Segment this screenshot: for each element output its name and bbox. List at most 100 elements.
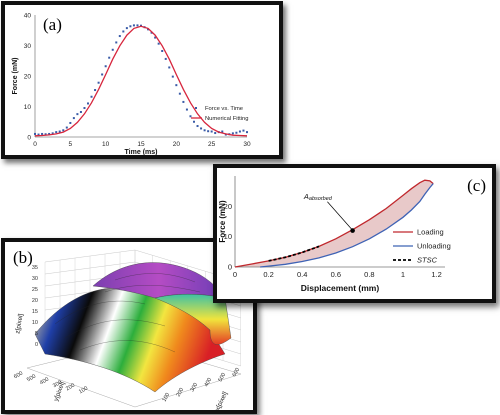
data-point — [132, 24, 135, 27]
z-tick-label: 30 — [32, 276, 38, 282]
data-point — [214, 132, 217, 135]
z-tick-label: 0 — [35, 342, 38, 348]
data-point — [58, 130, 61, 133]
x-tick-label: 300 — [190, 382, 200, 393]
data-point — [65, 126, 68, 129]
fit-line — [34, 25, 248, 137]
data-point — [48, 132, 51, 135]
z-axis-title: z[pixel] — [14, 313, 24, 334]
x-tick-label: 1 — [401, 270, 405, 279]
x-tick-label: 0.6 — [331, 270, 341, 279]
y-tick-label: 30 — [24, 43, 32, 50]
x-tick-label: 0 — [33, 141, 37, 148]
x-tick-label: 30 — [243, 141, 251, 148]
x-axis-title: Displacement (mm) — [301, 283, 380, 293]
data-point — [221, 130, 224, 133]
data-point — [200, 127, 203, 130]
y-axis-title: Force (mN) — [12, 58, 19, 95]
legend-marker-force — [195, 107, 197, 109]
stsc-curve — [268, 245, 320, 262]
data-point — [129, 25, 132, 28]
x-tick-label: 0.2 — [263, 270, 273, 279]
data-point — [97, 81, 100, 84]
data-point — [87, 102, 89, 105]
data-point — [94, 89, 97, 92]
data-point — [90, 95, 93, 98]
data-point — [108, 56, 111, 59]
data-point — [231, 132, 234, 135]
data-point — [101, 73, 104, 76]
x-tick-label: 10 — [102, 141, 110, 148]
x-tick-label: 500 — [218, 372, 228, 383]
y-tick-label: 20 — [24, 73, 32, 80]
x-tick-label: 25 — [208, 141, 216, 148]
data-point — [193, 120, 195, 123]
legend-label-unloading: Unloading — [417, 242, 451, 251]
data-point — [34, 132, 36, 135]
annotation-leader — [327, 201, 352, 230]
data-point — [154, 36, 157, 39]
data-point — [41, 132, 44, 135]
surface-mesh-lines — [54, 273, 201, 353]
y-tick-label: 10 — [24, 104, 32, 111]
y-tick-label: 10 — [224, 232, 232, 241]
y-tick-label: 100 — [78, 386, 89, 396]
data-point — [72, 117, 75, 120]
y-tick-label: 500 — [26, 374, 37, 384]
data-point — [207, 130, 210, 133]
data-point — [203, 129, 206, 132]
surface-right-face — [154, 294, 232, 345]
data-point — [189, 115, 192, 118]
y-tick-label: 40 — [24, 12, 32, 19]
data-point — [182, 100, 185, 103]
y-axis-title: Force (mN) — [218, 200, 227, 243]
y-tick-label: 400 — [39, 377, 50, 387]
data-point — [210, 130, 213, 133]
legend-label-loading: Loading — [417, 228, 444, 237]
x-tick-label: 15 — [137, 141, 145, 148]
unloading-curve — [260, 183, 434, 268]
y-tick-label: 200 — [65, 383, 76, 393]
x-tick-label: 0.8 — [364, 270, 374, 279]
y-tick-label: 0 — [228, 263, 232, 272]
annotation-label: Aabsorbed — [303, 192, 333, 202]
data-point — [246, 131, 248, 134]
z-tick-label: 15 — [32, 309, 38, 315]
x-tick-label: 5 — [69, 141, 73, 148]
z-tick-label: 20 — [32, 298, 38, 304]
data-point — [150, 31, 153, 34]
data-point — [62, 129, 65, 132]
data-point — [196, 125, 199, 128]
data-point — [168, 66, 171, 69]
data-point — [178, 92, 181, 95]
x-tick-label: 100 — [162, 392, 172, 403]
y-tick-label: 300 — [52, 380, 63, 390]
chart-c-force-vs-displacement: 0 0.2 0.4 0.6 0.8 1 1.2 0 10 20 Displacement (mm) F… — [218, 176, 451, 293]
loading-curve — [234, 179, 434, 268]
legend-label-force: Force vs. Time — [205, 106, 243, 112]
y-tick-label: 0 — [27, 134, 31, 141]
data-point — [185, 108, 188, 111]
x-tick-label: 0 — [233, 270, 237, 279]
data-point — [147, 28, 150, 31]
x-tick-label: 200 — [176, 387, 186, 398]
data-point — [44, 133, 47, 136]
legend-label-stsc: STSC — [417, 256, 438, 265]
data-point — [157, 42, 160, 45]
data-point — [161, 49, 164, 52]
data-point — [115, 41, 118, 44]
panel-c-label: (c) — [467, 176, 486, 195]
annotation-point — [350, 228, 355, 233]
panel-a-label: (a) — [43, 15, 62, 34]
chart-a-force-vs-time: 0 5 10 15 20 25 30 0 10 20 30 40 Time (ms) Force (mN)… — [12, 12, 251, 156]
data-point — [136, 24, 139, 27]
data-point — [37, 133, 40, 136]
z-tick-label: 5 — [35, 331, 38, 337]
data-point — [111, 48, 114, 51]
data-point — [125, 27, 128, 30]
x-tick-label: 1.2 — [431, 270, 441, 279]
data-point — [79, 110, 82, 113]
panel-a-force-time: (a) 0 5 10 15 20 25 30 0 10 20 30 40 Time (ms) Force … — [1, 1, 283, 159]
